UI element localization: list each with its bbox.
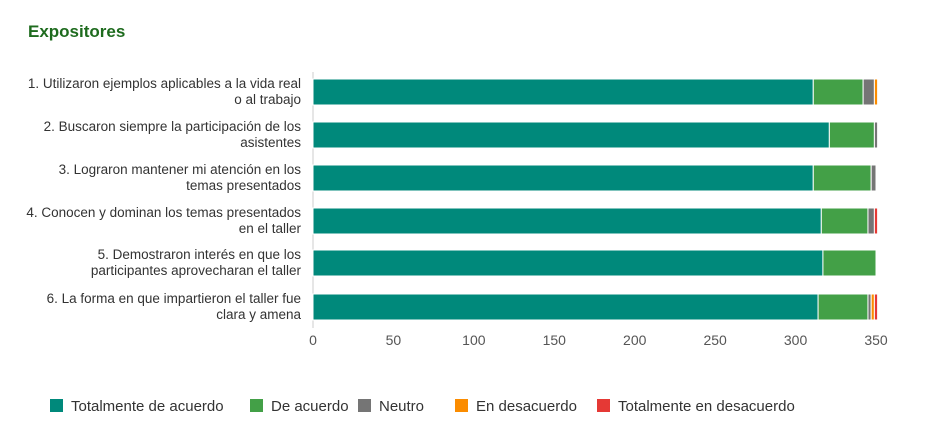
bar-segment[interactable] (862, 78, 875, 106)
bar-segment[interactable] (817, 293, 869, 321)
category-label: 6. La forma en que impartieron el taller… (47, 291, 301, 306)
category-label: o al trabajo (234, 92, 301, 107)
legend-swatch[interactable] (50, 399, 63, 412)
bar-segment[interactable] (312, 78, 814, 106)
bar-segment[interactable] (873, 121, 879, 149)
bar-segment[interactable] (873, 78, 879, 106)
bar-segment[interactable] (828, 121, 875, 149)
legend-label[interactable]: Totalmente de acuerdo (71, 398, 224, 415)
legend-swatch[interactable] (455, 399, 468, 412)
bar-segment[interactable] (812, 78, 864, 106)
category-label: 4. Conocen y dominan los temas presentad… (26, 205, 301, 220)
category-label: temas presentados (186, 178, 301, 193)
legend-label[interactable]: Totalmente en desacuerdo (618, 398, 795, 415)
legend-swatch[interactable] (597, 399, 610, 412)
bar-segment[interactable] (312, 121, 830, 149)
x-tick-label: 0 (309, 332, 317, 348)
bar-segment[interactable] (312, 207, 822, 235)
category-label: 2. Buscaron siempre la participación de … (44, 119, 302, 134)
category-label: 3. Lograron mantener mi atención en los (59, 162, 302, 177)
bar-segment[interactable] (873, 207, 879, 235)
category-label: 1. Utilizaron ejemplos aplicables a la v… (28, 76, 301, 91)
x-tick-label: 200 (623, 332, 647, 348)
bar-segment[interactable] (812, 164, 872, 192)
x-tick-label: 150 (543, 332, 567, 348)
category-label: en el taller (239, 221, 302, 236)
x-tick-label: 100 (462, 332, 486, 348)
bar-segment[interactable] (867, 207, 875, 235)
x-tick-label: 250 (703, 332, 727, 348)
bar-segment[interactable] (870, 164, 877, 192)
bar-segment[interactable] (312, 293, 819, 321)
category-label: clara y amena (216, 307, 301, 322)
bar-segment[interactable] (873, 293, 879, 321)
bar-segment[interactable] (312, 249, 824, 277)
x-tick-label: 300 (784, 332, 808, 348)
bar-segment[interactable] (820, 207, 869, 235)
legend-label[interactable]: Neutro (379, 398, 424, 415)
bar-segment[interactable] (822, 249, 877, 277)
legend-swatch[interactable] (250, 399, 263, 412)
category-label: 5. Demostraron interés en que los (98, 247, 302, 262)
legend-swatch[interactable] (358, 399, 371, 412)
category-label: participantes aprovecharan el taller (91, 263, 302, 278)
x-tick-label: 350 (864, 332, 888, 348)
legend-label[interactable]: En desacuerdo (476, 398, 577, 415)
category-label: asistentes (240, 135, 301, 150)
legend-label[interactable]: De acuerdo (271, 398, 349, 415)
bar-segment[interactable] (312, 164, 814, 192)
chart-title: Expositores (28, 22, 126, 41)
x-tick-label: 50 (386, 332, 402, 348)
